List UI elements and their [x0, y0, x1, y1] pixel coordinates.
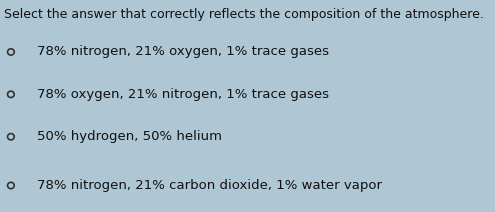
Text: 78% nitrogen, 21% oxygen, 1% trace gases: 78% nitrogen, 21% oxygen, 1% trace gases [37, 45, 329, 59]
Text: Select the answer that correctly reflects the composition of the atmosphere.: Select the answer that correctly reflect… [4, 8, 484, 21]
Text: 78% oxygen, 21% nitrogen, 1% trace gases: 78% oxygen, 21% nitrogen, 1% trace gases [37, 88, 329, 101]
Text: 78% nitrogen, 21% carbon dioxide, 1% water vapor: 78% nitrogen, 21% carbon dioxide, 1% wat… [37, 179, 382, 192]
Text: 50% hydrogen, 50% helium: 50% hydrogen, 50% helium [37, 130, 222, 143]
